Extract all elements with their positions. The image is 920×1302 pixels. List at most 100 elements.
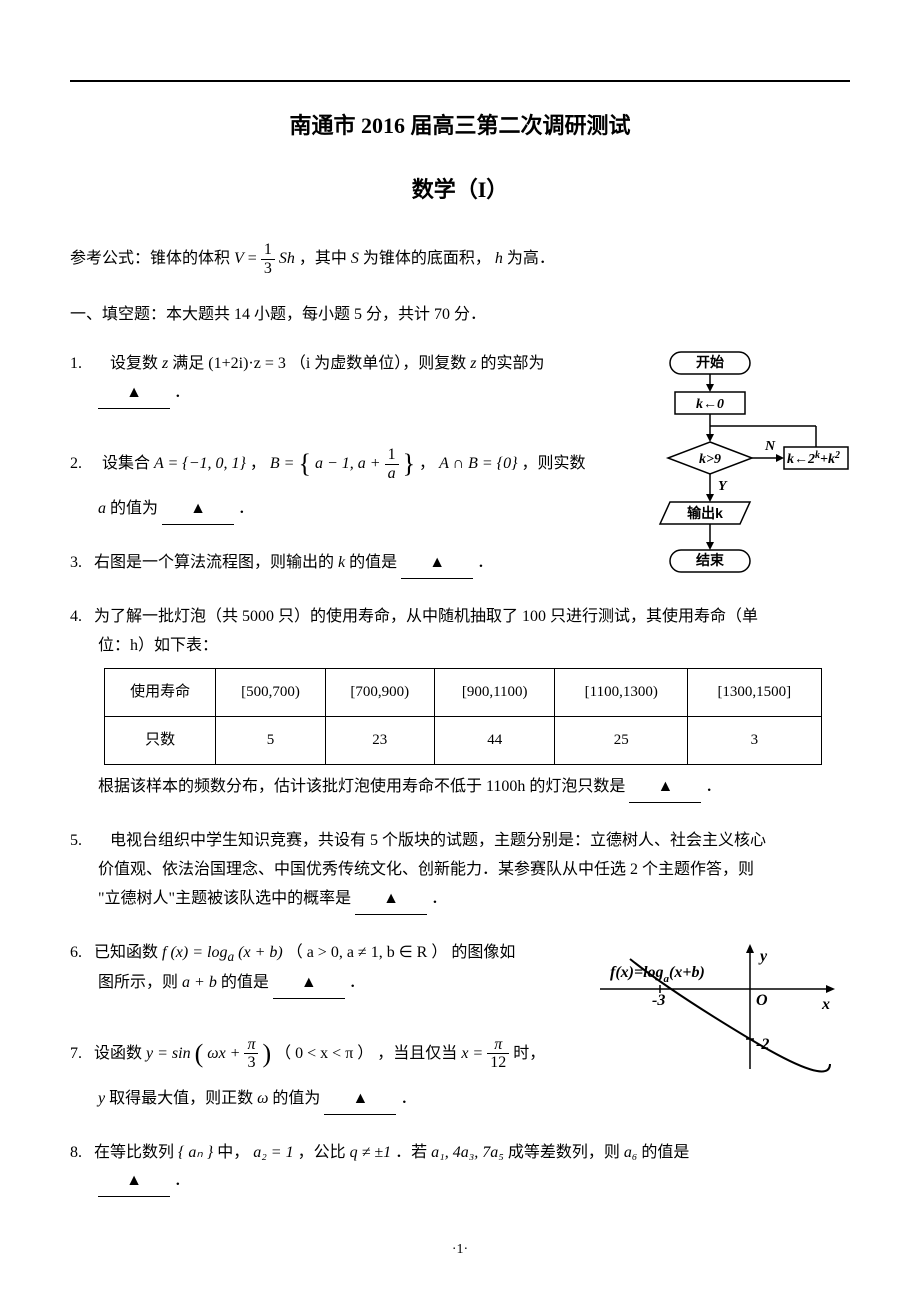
var-S: S xyxy=(351,250,359,267)
q5-t4: ． xyxy=(431,890,447,907)
question-1: 1. 设复数 z 满足 (1+2i)·z = 3 （i 为虚数单位），则复数 z… xyxy=(70,350,630,409)
q2-blank xyxy=(162,495,234,525)
g-O: O xyxy=(756,992,768,1009)
q2-frac-den: a xyxy=(385,465,399,483)
q6-sub-a: a xyxy=(227,949,234,964)
q1-blank xyxy=(98,379,170,409)
q5-t3: "立德树人"主题被该队选中的概率是 xyxy=(98,890,351,907)
q1-expr: (1+2i)·z = 3 xyxy=(208,355,286,372)
q8-t4: ．若 xyxy=(395,1144,431,1161)
table-row: 使用寿命 [500,700) [700,900) [900,1100) [110… xyxy=(105,669,822,717)
q5-blank xyxy=(355,885,427,915)
td-3: 44 xyxy=(434,717,555,765)
q6-t1: 已知函数 xyxy=(94,944,162,961)
q6-num: 6. xyxy=(70,939,82,968)
fc-init: k←0 xyxy=(696,397,724,412)
q7-t6: 的值为 xyxy=(272,1090,320,1107)
q2-t4: ，则实数 xyxy=(521,455,585,472)
question-2: 2. 设集合 A = {−1, 0, 1} ， B = { a − 1, a +… xyxy=(70,433,630,525)
fc-N: N xyxy=(764,439,776,454)
page-subtitle: 数学（I） xyxy=(70,170,850,210)
q6-func: f (x) = log xyxy=(162,944,227,961)
q8-t1: 在等比数列 xyxy=(94,1144,178,1161)
log-graph: y x O -3 -2 f(x)=loga(x+b) xyxy=(590,939,840,1079)
q6-blank xyxy=(273,969,345,999)
td-1: 5 xyxy=(216,717,325,765)
q7-f1-den: 3 xyxy=(244,1054,258,1072)
q7-t3: 时， xyxy=(513,1045,545,1062)
q2-t6: 的值为 xyxy=(110,500,158,517)
th-0: 使用寿命 xyxy=(105,669,216,717)
q7-f1-num: π xyxy=(244,1036,258,1055)
q3-num: 3. xyxy=(70,549,82,578)
question-3: 3. 右图是一个算法流程图，则输出的 k 的值是 ． xyxy=(70,549,850,579)
page-title: 南通市 2016 届高三第二次调研测试 xyxy=(70,106,850,146)
reference-formula: 参考公式：锥体的体积 V = 1 3 Sh ，其中 S 为锥体的底面积， h 为… xyxy=(70,241,850,277)
q7-blank xyxy=(324,1085,396,1115)
q2-t1: 设集合 xyxy=(102,455,154,472)
q7-paren-l: ( xyxy=(195,1039,204,1068)
q2-a: a xyxy=(98,500,106,517)
q6-t5: ． xyxy=(349,974,365,991)
q4-t2: 位：h）如下表： xyxy=(98,637,218,654)
q7-cond: （ 0 < x < π ） xyxy=(275,1045,373,1062)
td-0: 只数 xyxy=(105,717,216,765)
q3-t1: 右图是一个算法流程图，则输出的 xyxy=(94,554,338,571)
formula-suffix: 为高． xyxy=(507,250,555,267)
q2-setB-a1: a − 1, a + xyxy=(315,455,385,472)
q2-num: 2. xyxy=(70,445,82,483)
q3-t2: 的值是 xyxy=(349,554,397,571)
q8-t5: 成等差数列，则 xyxy=(508,1144,624,1161)
q8-a2: a₂ = 1 xyxy=(253,1144,293,1161)
g-y: y xyxy=(758,948,768,965)
q4-blank xyxy=(629,773,701,803)
q3-t3: ． xyxy=(477,554,493,571)
var-V: V xyxy=(234,250,244,267)
q3-blank xyxy=(401,549,473,579)
q7-t7: ． xyxy=(400,1090,416,1107)
g-func: f(x)=loga(x+b) xyxy=(610,964,705,985)
q8-t7: ． xyxy=(174,1172,190,1189)
var-Sh: Sh xyxy=(279,250,295,267)
q6-t3: 图所示，则 xyxy=(98,974,182,991)
q8-t6: 的值是 xyxy=(641,1144,689,1161)
q6-t4: 的值是 xyxy=(221,974,269,991)
q7-y: y xyxy=(98,1090,105,1107)
question-6: 6. 已知函数 f (x) = loga (x + b) （ a > 0, a … xyxy=(70,939,590,999)
q2-frac: 1 a xyxy=(385,446,399,482)
q2-t3: ， xyxy=(419,455,435,472)
th-5: [1300,1500] xyxy=(688,669,822,717)
q2-brace-r: } xyxy=(403,449,415,478)
q2-brace-l: { xyxy=(298,449,310,478)
th-4: [1100,1300) xyxy=(555,669,688,717)
td-2: 23 xyxy=(325,717,434,765)
q6-t2: 的图像如 xyxy=(451,944,515,961)
td-4: 25 xyxy=(555,717,688,765)
q7-func: y = sin xyxy=(146,1045,191,1062)
th-3: [900,1100) xyxy=(434,669,555,717)
question-8: 8. 在等比数列 { aₙ } 中， a₂ = 1 ，公比 q ≠ ±1 ．若 … xyxy=(70,1139,850,1198)
page-number: ·1· xyxy=(70,1237,850,1262)
q1-num: 1. xyxy=(70,350,82,379)
q7-frac2: π 12 xyxy=(487,1036,509,1072)
fc-cond: k>9 xyxy=(699,452,721,467)
q7-omega: ω xyxy=(257,1090,268,1107)
eq-sign: = xyxy=(248,250,261,267)
th-2: [700,900) xyxy=(325,669,434,717)
q2-t2: ， xyxy=(250,455,266,472)
q5-num: 5. xyxy=(70,827,82,856)
g-x: x xyxy=(821,996,830,1013)
q1-t5: ． xyxy=(174,384,190,401)
section-heading: 一、填空题：本大题共 14 小题，每小题 5 分，共计 70 分． xyxy=(70,301,850,330)
q5-t1: 电视台组织中学生知识竞赛，共设有 5 个版块的试题，主题分别是：立德树人、社会主… xyxy=(110,832,766,849)
g-neg3: -3 xyxy=(652,992,665,1009)
q1-t1: 设复数 xyxy=(110,355,162,372)
q7-t2: ，当且仅当 xyxy=(377,1045,461,1062)
q7-omega-x: ωx + xyxy=(207,1045,244,1062)
q2-t7: ． xyxy=(238,500,254,517)
q3-k: k xyxy=(338,554,345,571)
q6-arg: (x + b) xyxy=(238,944,283,961)
q7-num: 7. xyxy=(70,1035,82,1073)
q8-t3: ，公比 xyxy=(298,1144,350,1161)
q2-setB-pre: B = xyxy=(270,455,299,472)
